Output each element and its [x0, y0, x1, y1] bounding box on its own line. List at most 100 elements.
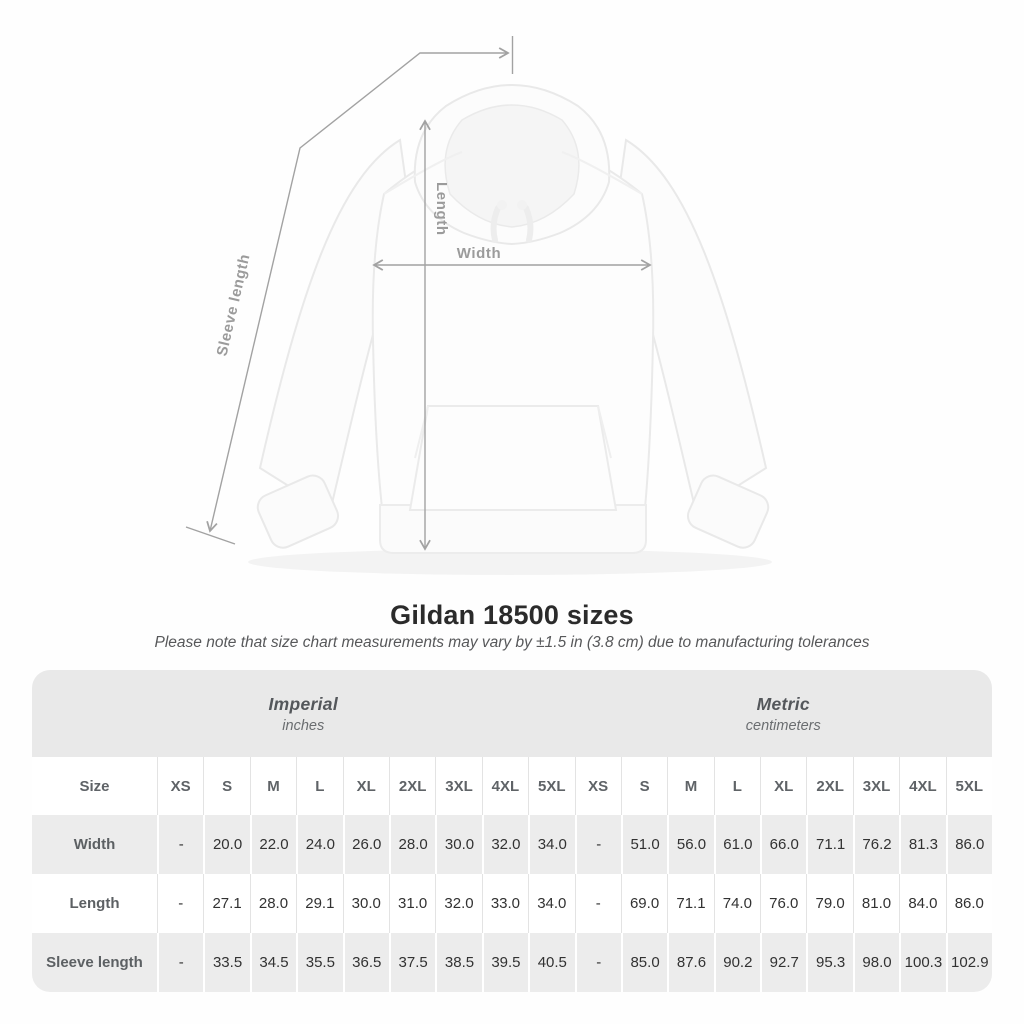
col-header: 3XL [435, 757, 481, 815]
col-header: 2XL [806, 757, 852, 815]
value-cell: 74.0 [713, 874, 760, 933]
col-header: 4XL [481, 757, 528, 815]
value-cell: 27.1 [203, 874, 249, 933]
value-cell: 92.7 [760, 933, 806, 992]
sleeve-length-label: Sleeve length [214, 252, 254, 358]
col-header: L [713, 757, 760, 815]
measurement-lines [185, 36, 652, 551]
value-cell: 90.2 [713, 933, 760, 992]
hoodie-right-cuff [686, 474, 770, 549]
col-header: XS [574, 757, 621, 815]
hoodie-hood-opening [444, 104, 580, 228]
value-cell: 34.5 [249, 933, 296, 992]
table-row-length: Length - 27.1 28.0 29.1 30.0 31.0 32.0 3… [32, 874, 992, 933]
row-label: Sleeve length [46, 954, 143, 971]
sleeve-length-bottom-tick [185, 526, 236, 545]
value-cell: 32.0 [435, 874, 481, 933]
value-cell: - [157, 933, 203, 992]
unit-band: Imperial inches Metric centimeters [32, 670, 992, 757]
value-cell: 81.0 [852, 874, 899, 933]
value-cell: 28.0 [249, 874, 296, 933]
value-cell: 35.5 [296, 933, 342, 992]
value-cell: 28.0 [388, 815, 435, 874]
value-cell: 81.3 [899, 815, 945, 874]
value-cell: 20.0 [203, 815, 249, 874]
table-header-row: Size XS S M L XL 2XL 3XL 4XL 5XL XS S M … [32, 757, 992, 815]
value-cell: 33.5 [203, 933, 249, 992]
value-cell: - [574, 815, 621, 874]
col-header: 5XL [945, 757, 992, 815]
value-cell: 71.1 [806, 815, 852, 874]
value-cell: 22.0 [249, 815, 296, 874]
value-cell: 29.1 [296, 874, 342, 933]
col-header: 3XL [852, 757, 899, 815]
metric-label: Metric [756, 693, 810, 714]
col-header: S [620, 757, 667, 815]
value-cell: 61.0 [713, 815, 760, 874]
col-header: S [203, 757, 249, 815]
imperial-group-header: Imperial inches [32, 670, 575, 757]
col-header: 2XL [388, 757, 435, 815]
value-cell: 38.5 [435, 933, 481, 992]
value-cell: 86.0 [945, 815, 992, 874]
size-column-header: Size [79, 777, 110, 795]
value-cell: 76.0 [760, 874, 806, 933]
value-cell: - [157, 815, 203, 874]
value-cell: 34.0 [528, 815, 574, 874]
row-label: Length [69, 895, 120, 912]
value-cell: 33.0 [481, 874, 528, 933]
value-cell: 85.0 [620, 933, 667, 992]
table-row-sleeve-length: Sleeve length - 33.5 34.5 35.5 36.5 37.5… [32, 933, 992, 992]
value-cell: 24.0 [296, 815, 342, 874]
col-header: XL [760, 757, 806, 815]
sleeve-length-line [206, 47, 510, 533]
value-cell: 40.5 [528, 933, 574, 992]
value-cell: 37.5 [388, 933, 435, 992]
hoodie-measure-figure: Length Width Sleeve length [185, 36, 772, 575]
value-cell: 76.2 [852, 815, 899, 874]
row-label: Width [73, 836, 116, 853]
value-cell: 69.0 [620, 874, 667, 933]
value-cell: 95.3 [806, 933, 852, 992]
value-cell: - [574, 933, 621, 992]
hoodie-drawstring-knot [517, 200, 527, 210]
hoodie-shadow [248, 549, 772, 575]
value-cell: 32.0 [481, 815, 528, 874]
value-cell: 30.0 [435, 815, 481, 874]
table-row-width: Width - 20.0 22.0 24.0 26.0 28.0 30.0 32… [32, 815, 992, 874]
hoodie-pocket [408, 405, 618, 511]
value-cell: 100.3 [899, 933, 945, 992]
value-cell: 87.6 [667, 933, 713, 992]
size-chart-table: Imperial inches Metric centimeters Size … [32, 670, 992, 992]
col-header: M [249, 757, 296, 815]
value-cell: 66.0 [760, 815, 806, 874]
col-header: 5XL [528, 757, 574, 815]
value-cell: 31.0 [388, 874, 435, 933]
value-cell: 51.0 [620, 815, 667, 874]
value-cell: 71.1 [667, 874, 713, 933]
value-cell: - [574, 874, 621, 933]
page-title: Gildan 18500 sizes [390, 600, 634, 630]
metric-group-header: Metric centimeters [575, 670, 993, 757]
hoodie-drawstring-knot [497, 200, 507, 210]
value-cell: 84.0 [899, 874, 945, 933]
width-label: Width [457, 245, 502, 262]
col-header: M [667, 757, 713, 815]
length-label: Length [433, 182, 450, 236]
value-cell: 34.0 [528, 874, 574, 933]
value-cell: 30.0 [342, 874, 389, 933]
metric-sublabel: centimeters [745, 717, 821, 734]
col-header: XS [157, 757, 203, 815]
hoodie-hem [379, 504, 647, 554]
imperial-label: Imperial [268, 693, 338, 714]
page-subtitle: Please note that size chart measurements… [154, 634, 870, 651]
col-header: XL [342, 757, 389, 815]
value-cell: 26.0 [342, 815, 389, 874]
value-cell: 36.5 [342, 933, 389, 992]
value-cell: 56.0 [667, 815, 713, 874]
col-header: L [296, 757, 342, 815]
value-cell: 86.0 [945, 874, 992, 933]
imperial-sublabel: inches [282, 717, 325, 734]
value-cell: 79.0 [806, 874, 852, 933]
value-cell: 98.0 [852, 933, 899, 992]
